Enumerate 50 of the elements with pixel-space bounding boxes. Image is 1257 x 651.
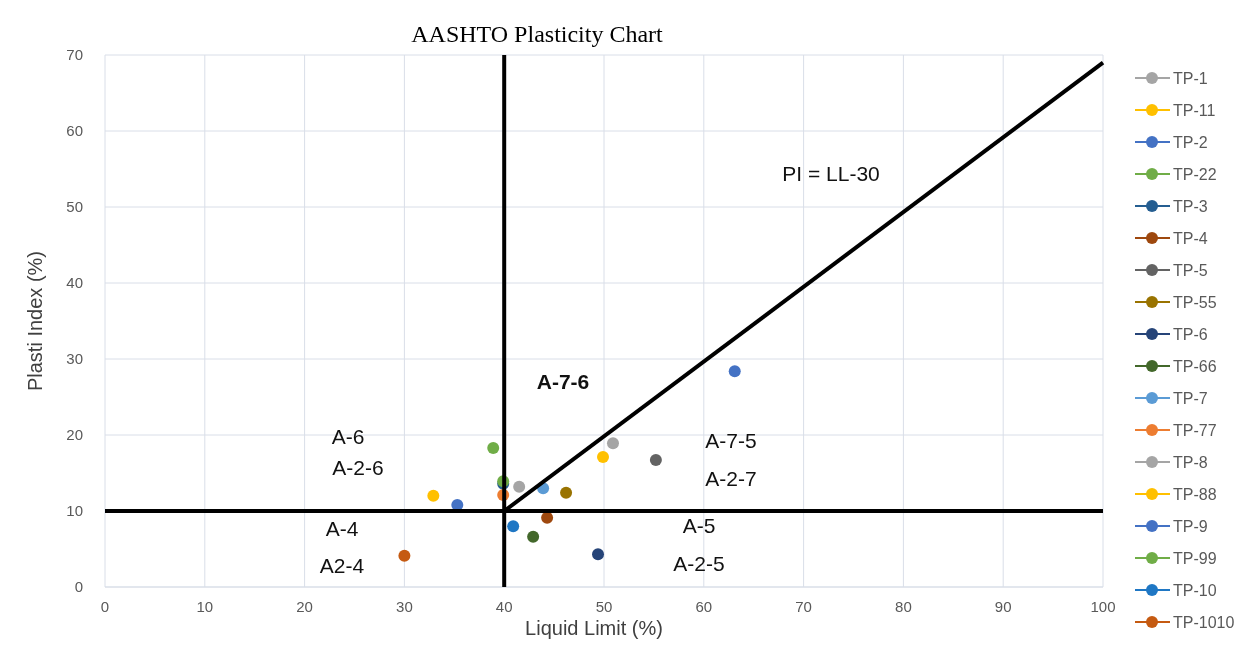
legend-label: TP-4 <box>1173 230 1208 247</box>
legend-label: TP-9 <box>1173 518 1208 535</box>
chart-title: AASHTO Plasticity Chart <box>411 21 664 47</box>
legend-label: TP-1 <box>1173 70 1208 87</box>
legend-label: TP-1010 <box>1173 614 1235 631</box>
annotation: A-5 <box>682 514 716 537</box>
legend-label: TP-3 <box>1173 198 1208 215</box>
y-tick-label: 20 <box>66 426 83 443</box>
y-tick-label: 0 <box>74 578 83 595</box>
x-tick-label: 10 <box>196 598 214 615</box>
annotation: A-7-6 <box>536 370 590 393</box>
y-tick-label: 50 <box>66 198 83 215</box>
x-axis-title: Liquid Limit (%) <box>525 617 663 639</box>
x-tick-label: 60 <box>695 598 713 615</box>
legend-label: TP-8 <box>1173 454 1208 471</box>
y-tick-label: 40 <box>66 274 83 291</box>
y-tick-label: 10 <box>66 502 83 519</box>
legend-label: TP-22 <box>1173 166 1217 183</box>
legend-label: TP-55 <box>1173 294 1217 311</box>
x-tick-label: 100 <box>1090 598 1116 615</box>
legend-label: TP-99 <box>1173 550 1217 567</box>
legend-label: TP-2 <box>1173 134 1208 151</box>
x-tick-label: 40 <box>495 598 513 615</box>
x-tick-label: 80 <box>895 598 912 615</box>
x-tick-label: 50 <box>595 598 613 615</box>
x-tick-label: 90 <box>994 598 1012 615</box>
legend-label: TP-88 <box>1173 486 1217 503</box>
y-tick-label: 60 <box>66 122 83 139</box>
annotation: A-2-5 <box>673 552 725 575</box>
annotation: PI = LL-30 <box>782 162 880 185</box>
legend-label: TP-5 <box>1173 262 1208 279</box>
annotation: A-7-5 <box>705 429 757 452</box>
legend-label: TP-77 <box>1173 422 1217 439</box>
x-tick-label: 0 <box>100 598 110 615</box>
legend-label: TP-11 <box>1173 102 1216 119</box>
legend-label: TP-7 <box>1173 390 1208 407</box>
y-axis-title: Plasti Index (%) <box>24 250 46 392</box>
legend-label: TP-66 <box>1173 358 1217 375</box>
annotation: A2-4 <box>319 554 365 577</box>
annotation: A-2-6 <box>332 456 384 479</box>
y-tick-label: 30 <box>66 350 83 367</box>
annotation: A-2-7 <box>705 467 757 490</box>
legend-label: TP-10 <box>1173 582 1217 599</box>
x-tick-label: 30 <box>396 598 413 615</box>
x-tick-label: 70 <box>795 598 812 615</box>
legend-label: TP-6 <box>1173 326 1208 343</box>
x-tick-label: 20 <box>296 598 313 615</box>
y-tick-label: 70 <box>66 46 83 63</box>
annotation: A-4 <box>325 517 359 540</box>
annotation: A-6 <box>331 425 365 448</box>
